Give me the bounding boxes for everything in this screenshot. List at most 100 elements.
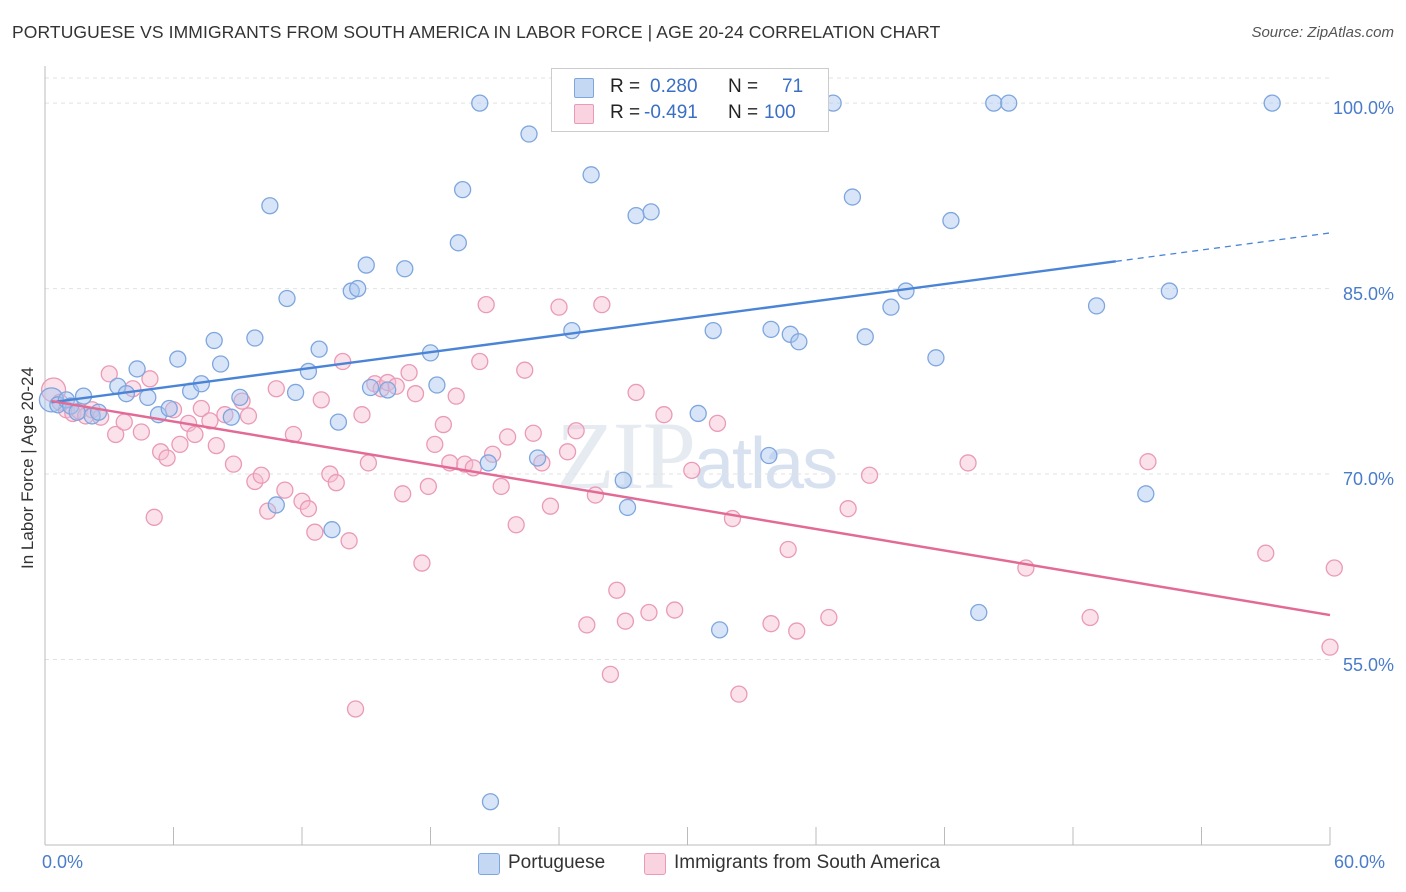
x-tick-label-max: 60.0% bbox=[1334, 852, 1386, 872]
point-immigrants bbox=[627, 383, 645, 402]
point-portuguese bbox=[286, 383, 305, 402]
point-immigrants bbox=[312, 391, 330, 409]
data-points bbox=[38, 94, 1343, 811]
point-portuguese bbox=[704, 321, 722, 340]
point-immigrants bbox=[434, 415, 453, 434]
point-portuguese bbox=[246, 329, 264, 347]
axes bbox=[44, 66, 1331, 846]
point-immigrants bbox=[959, 454, 977, 472]
bottom-legend-swatch-immigrants bbox=[644, 853, 666, 875]
point-immigrants bbox=[860, 466, 879, 484]
point-portuguese bbox=[563, 321, 581, 340]
point-portuguese bbox=[481, 793, 500, 811]
point-immigrants bbox=[246, 472, 264, 491]
point-immigrants bbox=[413, 554, 431, 572]
y-tick-label: 70.0% bbox=[1342, 469, 1394, 490]
point-portuguese bbox=[689, 404, 707, 423]
y-tick-label: 100.0% bbox=[1332, 98, 1394, 119]
point-immigrants bbox=[224, 455, 243, 473]
point-portuguese bbox=[856, 328, 874, 346]
point-immigrants bbox=[419, 477, 438, 496]
point-immigrants bbox=[447, 387, 465, 405]
point-immigrants bbox=[1321, 638, 1339, 656]
point-immigrants bbox=[426, 435, 444, 454]
point-portuguese bbox=[361, 378, 380, 397]
point-immigrants bbox=[141, 370, 159, 388]
point-immigrants bbox=[334, 352, 352, 371]
point-immigrants bbox=[616, 612, 635, 630]
chart-title: PORTUGUESE VS IMMIGRANTS FROM SOUTH AMER… bbox=[12, 22, 941, 42]
legend-r-value: 0.280 bbox=[650, 76, 698, 97]
point-portuguese bbox=[471, 94, 489, 112]
point-immigrants bbox=[788, 622, 806, 640]
point-portuguese bbox=[790, 333, 808, 351]
point-immigrants bbox=[1081, 608, 1099, 627]
point-immigrants bbox=[306, 523, 324, 541]
point-immigrants bbox=[516, 361, 534, 379]
point-portuguese bbox=[528, 449, 547, 467]
point-immigrants bbox=[640, 603, 658, 622]
point-portuguese bbox=[479, 454, 497, 472]
point-portuguese bbox=[323, 521, 341, 539]
point-immigrants bbox=[601, 665, 620, 684]
legend-swatch-immigrants bbox=[574, 104, 594, 124]
point-immigrants bbox=[471, 352, 489, 371]
point-immigrants bbox=[201, 412, 219, 430]
point-immigrants bbox=[578, 616, 596, 634]
point-immigrants bbox=[524, 424, 542, 442]
point-portuguese bbox=[169, 350, 187, 368]
point-immigrants bbox=[608, 581, 626, 599]
point-immigrants bbox=[259, 502, 277, 520]
point-portuguese bbox=[1160, 282, 1179, 300]
point-immigrants bbox=[507, 516, 525, 534]
bottom-legend-label-portuguese: Portuguese bbox=[508, 852, 606, 873]
point-portuguese bbox=[970, 603, 988, 622]
point-portuguese bbox=[627, 206, 645, 225]
point-immigrants bbox=[708, 414, 727, 433]
legend-r-value: -0.491 bbox=[644, 102, 698, 123]
point-immigrants bbox=[666, 601, 684, 619]
point-portuguese bbox=[985, 94, 1003, 112]
point-portuguese bbox=[449, 234, 467, 252]
point-portuguese bbox=[1263, 94, 1281, 112]
point-immigrants bbox=[567, 422, 585, 440]
point-portuguese bbox=[927, 349, 945, 367]
point-portuguese bbox=[642, 203, 660, 221]
point-portuguese bbox=[261, 197, 279, 215]
legend-r-label: R = bbox=[610, 76, 641, 97]
point-immigrants bbox=[394, 485, 412, 503]
point-immigrants bbox=[558, 443, 577, 461]
point-portuguese bbox=[614, 471, 632, 489]
point-immigrants bbox=[115, 413, 133, 431]
bottom-legend-portuguese: Portuguese bbox=[478, 852, 618, 878]
correlation-legend: R = 0.280 N = 71 R = -0.491 N = 100 bbox=[551, 68, 829, 132]
point-portuguese bbox=[357, 256, 375, 274]
trend-line-portuguese bbox=[51, 260, 1116, 404]
series-portuguese bbox=[38, 94, 1281, 811]
point-immigrants bbox=[359, 454, 378, 472]
point-immigrants bbox=[192, 399, 210, 418]
point-immigrants bbox=[1325, 559, 1343, 577]
point-portuguese bbox=[231, 388, 249, 407]
legend-n-label: N = bbox=[728, 102, 759, 123]
point-immigrants bbox=[586, 486, 605, 504]
point-immigrants bbox=[145, 508, 163, 526]
point-portuguese bbox=[582, 166, 600, 184]
point-portuguese bbox=[1087, 297, 1106, 315]
watermark-atlas: atlas bbox=[694, 424, 838, 504]
point-portuguese bbox=[760, 446, 778, 465]
point-immigrants bbox=[1257, 544, 1275, 562]
point-portuguese bbox=[205, 331, 223, 350]
point-immigrants bbox=[276, 481, 294, 499]
point-immigrants bbox=[239, 407, 258, 425]
legend-n-label: N = bbox=[728, 76, 759, 97]
trend-line-immigrants bbox=[51, 399, 1331, 617]
point-portuguese bbox=[128, 360, 146, 378]
point-immigrants bbox=[839, 500, 857, 518]
point-portuguese bbox=[618, 498, 637, 517]
legend-n-value: 100 bbox=[764, 102, 796, 123]
point-portuguese bbox=[160, 399, 178, 418]
point-immigrants bbox=[456, 455, 474, 473]
point-immigrants bbox=[492, 477, 510, 496]
